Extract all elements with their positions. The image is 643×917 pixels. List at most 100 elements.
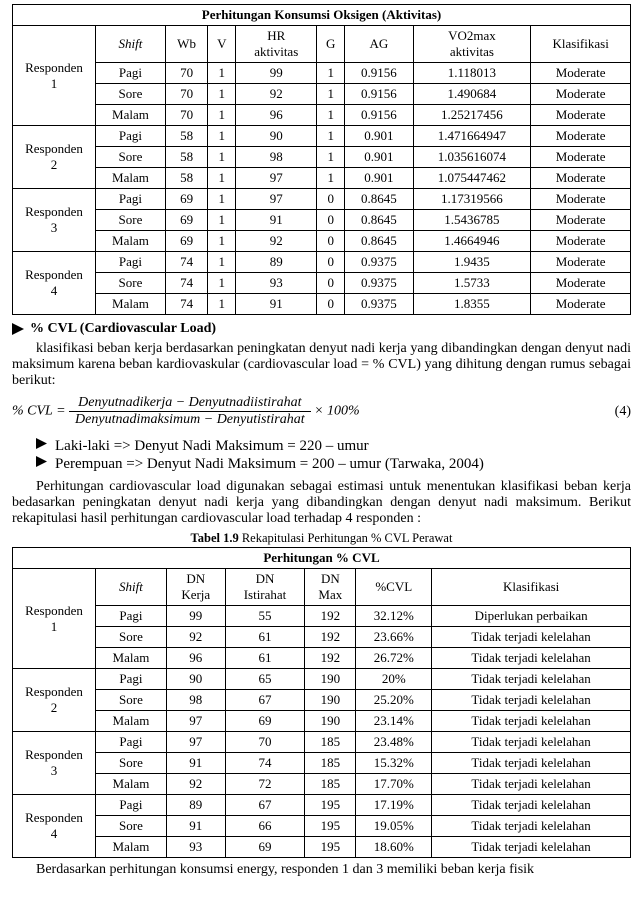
column-header: Shift: [96, 569, 167, 606]
cell: 1.035616074: [413, 147, 531, 168]
cell: 192: [305, 606, 356, 627]
cell: 69: [225, 711, 305, 732]
cell: 67: [225, 690, 305, 711]
arrow-right-icon: [12, 323, 24, 335]
cell: Moderate: [531, 84, 631, 105]
cell: 69: [225, 837, 305, 858]
section-title: % CVL (Cardiovascular Load): [30, 321, 216, 337]
table-header-row: Responden1ShiftWbVHRaktivitasGAGVO2maxak…: [13, 26, 631, 63]
table-row: Sore916619519.05%Tidak terjadi kelelahan: [13, 816, 631, 837]
cell: 185: [305, 774, 356, 795]
cell: Sore: [96, 273, 166, 294]
cell: 1: [317, 105, 345, 126]
cell: 74: [225, 753, 305, 774]
cell: Pagi: [96, 126, 166, 147]
cell: 15.32%: [356, 753, 432, 774]
table-row: Responden4Pagi7418900.93751.9435Moderate: [13, 252, 631, 273]
cell: 0.901: [345, 168, 413, 189]
table-row: Sore7019210.91561.490684Moderate: [13, 84, 631, 105]
column-header: DNKerja: [166, 569, 225, 606]
cell: 0.8645: [345, 231, 413, 252]
cell: Moderate: [531, 231, 631, 252]
cell: Sore: [96, 690, 167, 711]
cell: 91: [166, 816, 225, 837]
column-header: G: [317, 26, 345, 63]
cell: 1: [317, 147, 345, 168]
cell: 0.8645: [345, 210, 413, 231]
table-title: Perhitungan Konsumsi Oksigen (Aktivitas): [13, 5, 631, 26]
cell: 69: [165, 231, 207, 252]
cell: 1: [208, 189, 236, 210]
cell: 66: [225, 816, 305, 837]
cell: 1.25217456: [413, 105, 531, 126]
cell: Sore: [96, 816, 167, 837]
cell: Sore: [96, 210, 166, 231]
cell: 91: [236, 210, 317, 231]
responden-label: Responden3: [13, 189, 96, 252]
arrow-right-icon: [36, 438, 47, 449]
list-item: Perempuan => Denyut Nadi Maksimum = 200 …: [36, 456, 631, 473]
cell: Moderate: [531, 105, 631, 126]
cell: 1.17319566: [413, 189, 531, 210]
cell: Moderate: [531, 63, 631, 84]
cell: 96: [236, 105, 317, 126]
responden-label: Responden1: [13, 569, 96, 669]
cell: 1: [208, 126, 236, 147]
cell: 69: [165, 189, 207, 210]
table-row: Responden2Pagi5819010.9011.471664947Mode…: [13, 126, 631, 147]
cell: 92: [236, 84, 317, 105]
cell: 0.8645: [345, 189, 413, 210]
cell: 70: [165, 84, 207, 105]
caption-text: Rekapitulasi Perhitungan % CVL Perawat: [242, 531, 453, 545]
cell: 26.72%: [356, 648, 432, 669]
bullet-text: Perempuan => Denyut Nadi Maksimum = 200 …: [55, 456, 484, 473]
responden-label: Responden1: [13, 26, 96, 126]
cell: 0.9156: [345, 105, 413, 126]
table-row: Responden3Pagi6919700.86451.17319566Mode…: [13, 189, 631, 210]
cell: 195: [305, 816, 356, 837]
cell: 190: [305, 669, 356, 690]
cell: Moderate: [531, 168, 631, 189]
cell: 97: [166, 732, 225, 753]
column-header: DNMax: [305, 569, 356, 606]
cell: 92: [166, 774, 225, 795]
cell: 1: [317, 126, 345, 147]
table-row: Pagi995519232.12%Diperlukan perbaikan: [13, 606, 631, 627]
column-header: Wb: [165, 26, 207, 63]
cell: Moderate: [531, 210, 631, 231]
cell: 58: [165, 168, 207, 189]
column-header: %CVL: [356, 569, 432, 606]
table-row: Sore986719025.20%Tidak terjadi kelelahan: [13, 690, 631, 711]
cell: Sore: [96, 753, 167, 774]
cell: 74: [165, 294, 207, 315]
column-header: Klasifikasi: [531, 26, 631, 63]
cell: 65: [225, 669, 305, 690]
section-heading: % CVL (Cardiovascular Load): [12, 321, 631, 337]
cell: 192: [305, 627, 356, 648]
cell: Sore: [96, 84, 166, 105]
cell: Diperlukan perbaikan: [432, 606, 631, 627]
cell: 0: [317, 210, 345, 231]
cell: 195: [305, 837, 356, 858]
cell: 1: [208, 252, 236, 273]
cell: 32.12%: [356, 606, 432, 627]
column-header: DNIstirahat: [225, 569, 305, 606]
cell: 20%: [356, 669, 432, 690]
responden-label: Responden2: [13, 126, 96, 189]
cell: 90: [166, 669, 225, 690]
table-row: Responden2Pagi906519020%Tidak terjadi ke…: [13, 669, 631, 690]
cell: Malam: [96, 837, 167, 858]
table-row: Malam5819710.9011.075447462Moderate: [13, 168, 631, 189]
cell: 92: [166, 627, 225, 648]
cell: Malam: [96, 105, 166, 126]
cell: Tidak terjadi kelelahan: [432, 627, 631, 648]
cell: Pagi: [96, 252, 166, 273]
cell: 1: [317, 84, 345, 105]
list-item: Laki-laki => Denyut Nadi Maksimum = 220 …: [36, 438, 631, 455]
cell: 185: [305, 753, 356, 774]
cell: Tidak terjadi kelelahan: [432, 774, 631, 795]
cell: 92: [236, 231, 317, 252]
column-header: V: [208, 26, 236, 63]
closing-paragraph: Berdasarkan perhitungan konsumsi energy,…: [12, 862, 631, 878]
cell: Tidak terjadi kelelahan: [432, 753, 631, 774]
